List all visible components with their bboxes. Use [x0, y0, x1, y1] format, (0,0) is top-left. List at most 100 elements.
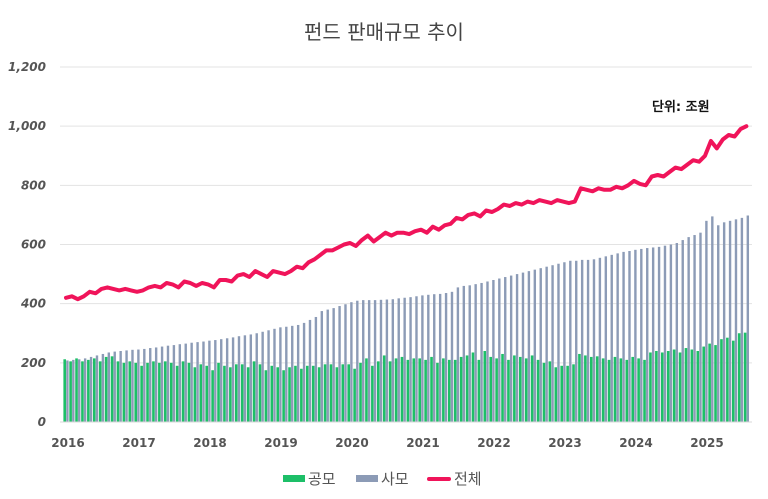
bar-public: [193, 367, 197, 422]
bar-public: [229, 367, 232, 422]
bar-public: [400, 356, 404, 422]
line-total: [64, 124, 749, 302]
bar-public: [382, 355, 386, 422]
bar-public: [465, 355, 469, 422]
bar-private: [409, 297, 412, 422]
bar-public: [359, 362, 362, 422]
bar-private: [350, 302, 353, 422]
bar-public: [347, 364, 350, 422]
bar-private: [320, 311, 324, 422]
bar-private: [515, 274, 519, 422]
bar-public: [353, 368, 356, 422]
bar-private: [415, 296, 418, 422]
legend-label-private: 사모: [381, 470, 409, 488]
bar-private: [391, 299, 395, 422]
bar-public: [631, 356, 634, 422]
bar-public: [619, 358, 623, 422]
bar-public: [140, 365, 143, 422]
bar-public: [240, 364, 244, 422]
bar-public: [513, 355, 516, 422]
bar-private: [675, 243, 679, 422]
bar-private: [196, 342, 199, 422]
chart-title: 펀드 판매규모 추이: [304, 20, 464, 44]
bar-private: [356, 300, 359, 422]
bar-private: [592, 259, 596, 422]
bar-public: [459, 356, 463, 422]
bar-public: [187, 362, 191, 422]
y-tick-label: 400: [20, 297, 46, 311]
bar-private: [403, 297, 406, 422]
bar-private: [208, 340, 211, 422]
bar-private: [149, 348, 152, 422]
bar-private: [231, 337, 235, 422]
bar-public: [406, 359, 410, 422]
bar-public: [643, 359, 646, 422]
legend-item-public: 공모: [283, 468, 336, 489]
bar-public: [371, 365, 374, 422]
bar-private: [373, 300, 377, 422]
bar-public: [601, 358, 605, 422]
bar-public: [489, 356, 492, 422]
bar-private: [681, 240, 684, 422]
bar-private: [78, 359, 81, 422]
bar-public: [737, 333, 741, 422]
bar-public: [175, 365, 179, 422]
bar-public: [548, 361, 552, 422]
bar-public: [530, 355, 534, 422]
bar-public: [329, 364, 333, 422]
bar-public: [507, 359, 510, 422]
bar-public: [104, 356, 108, 422]
bar-public: [134, 362, 137, 422]
bar-public: [211, 370, 214, 422]
bar-private: [137, 349, 140, 422]
bar-private: [728, 220, 732, 422]
bar-public: [69, 361, 72, 422]
bar-private: [687, 237, 690, 422]
bar-private: [107, 352, 111, 422]
bar-private: [397, 298, 400, 422]
bar-private: [527, 271, 531, 422]
bar-public: [128, 361, 132, 422]
bar-private: [131, 349, 134, 422]
bar-public: [542, 362, 546, 422]
bar-public: [181, 361, 185, 422]
bar-private: [438, 293, 442, 422]
bar-public: [655, 351, 658, 422]
bar-public: [578, 353, 581, 422]
bar-public: [163, 361, 167, 422]
bar-public: [453, 359, 457, 422]
bar-public: [116, 361, 120, 422]
bar-private: [285, 326, 288, 422]
bar-public: [412, 358, 416, 422]
y-tick-label: 1,000: [8, 119, 46, 133]
legend-swatch-private: [356, 475, 378, 482]
bar-public: [731, 340, 735, 422]
bar-private: [634, 249, 637, 422]
bar-private: [580, 259, 584, 422]
x-tick-label: 2016: [51, 436, 84, 450]
bar-private: [711, 216, 714, 422]
bar-private: [722, 222, 726, 422]
bar-private: [598, 257, 602, 422]
bar-public: [684, 348, 688, 422]
bar-private: [243, 335, 247, 422]
bar-public: [690, 349, 694, 422]
bar-public: [726, 337, 729, 422]
bar-public: [152, 361, 155, 422]
bar-private: [468, 285, 471, 422]
bar-private: [628, 251, 631, 422]
bar-private: [699, 232, 702, 422]
bar-private: [214, 340, 217, 422]
bar-public: [146, 362, 149, 422]
bar-public: [536, 359, 540, 422]
bar-public: [518, 356, 522, 422]
legend-label-public: 공모: [308, 470, 336, 488]
bar-public: [264, 370, 268, 422]
bar-public: [394, 358, 398, 422]
bar-public: [110, 356, 114, 422]
bar-public: [696, 351, 700, 422]
bar-private: [504, 277, 507, 422]
bar-private: [421, 295, 424, 422]
bar-private: [563, 262, 566, 422]
bar-public: [341, 364, 345, 422]
